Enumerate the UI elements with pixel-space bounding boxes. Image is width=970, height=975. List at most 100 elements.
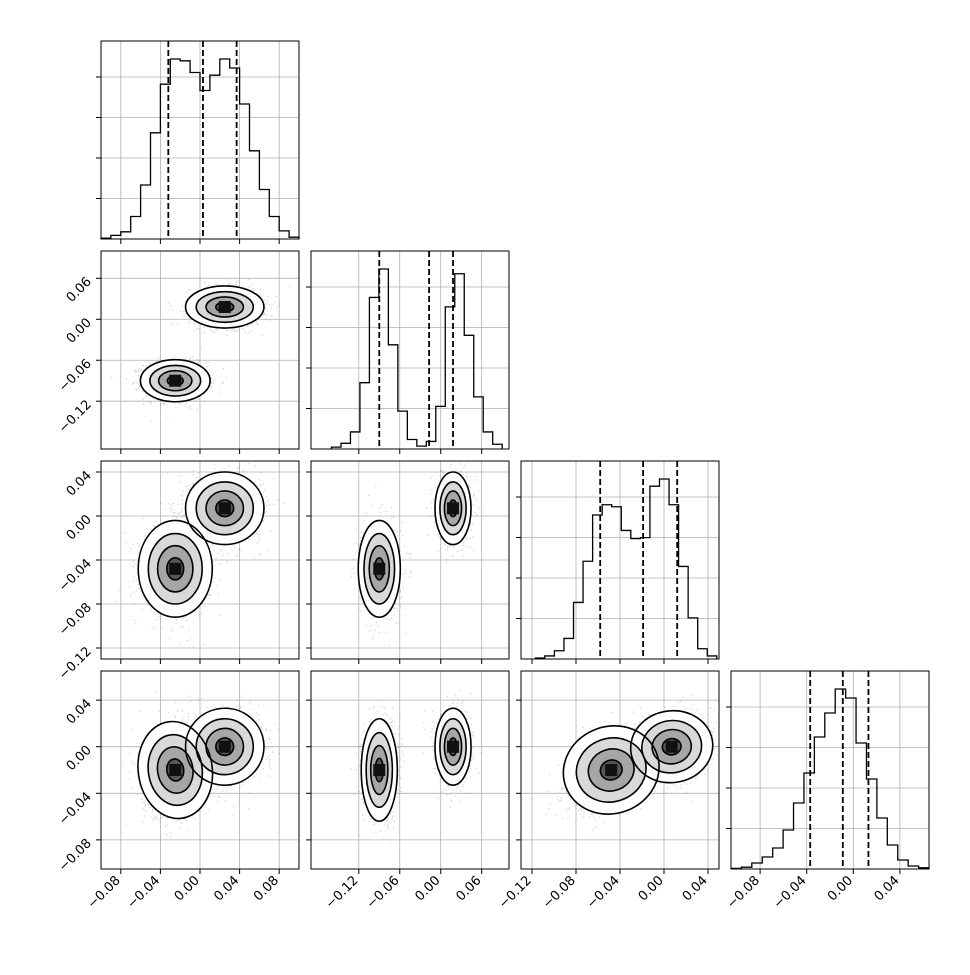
y-tick-label: −0.12 bbox=[56, 397, 95, 436]
x-tick-label: −0.12 bbox=[496, 873, 535, 912]
density-core bbox=[373, 562, 386, 575]
density-contour bbox=[195, 290, 255, 324]
density-plot-area bbox=[101, 251, 299, 449]
density-contour bbox=[562, 725, 660, 815]
density-contour bbox=[661, 737, 682, 756]
y-tick-label: −0.04 bbox=[56, 556, 95, 595]
density-contour bbox=[156, 746, 194, 794]
density-plot-area bbox=[101, 671, 299, 869]
density-contour bbox=[205, 490, 245, 527]
density-contour bbox=[147, 532, 203, 605]
density-contour bbox=[434, 707, 472, 786]
y-tick-label: −0.12 bbox=[56, 644, 95, 683]
density-contour bbox=[365, 731, 394, 809]
density-core bbox=[447, 502, 460, 515]
density-plot-area bbox=[101, 461, 299, 659]
density-core bbox=[373, 764, 386, 776]
density-contour bbox=[139, 358, 211, 403]
density-core bbox=[169, 374, 182, 387]
x-tick-label: 0.00 bbox=[412, 873, 443, 904]
density-core bbox=[218, 502, 231, 515]
histogram-step bbox=[534, 478, 718, 659]
density-contour bbox=[205, 296, 245, 318]
x-tick-label: −0.04 bbox=[771, 873, 810, 912]
density-contour bbox=[165, 758, 185, 782]
density-contour bbox=[443, 490, 463, 527]
density-contour bbox=[156, 544, 194, 593]
density-panel: −0.12−0.06 0.00 0.06 bbox=[56, 250, 300, 454]
x-tick-label: 0.00 bbox=[636, 873, 667, 904]
density-contour bbox=[184, 285, 265, 329]
y-tick-label: −0.06 bbox=[56, 356, 95, 395]
density-contour bbox=[184, 471, 265, 546]
density-panel: −0.12−0.08−0.04 0.00 0.04 bbox=[496, 670, 720, 912]
x-tick-label: −0.04 bbox=[124, 873, 163, 912]
density-contour bbox=[195, 481, 255, 536]
density-core bbox=[665, 740, 678, 753]
density-core bbox=[605, 764, 618, 776]
density-plot-area bbox=[311, 671, 509, 869]
x-tick-label: −0.08 bbox=[724, 873, 763, 912]
density-contour bbox=[357, 519, 402, 618]
density-contour bbox=[434, 471, 472, 546]
density-panel bbox=[306, 460, 510, 664]
x-tick-label: 0.00 bbox=[825, 873, 856, 904]
density-contour bbox=[137, 519, 214, 618]
density-contour bbox=[215, 499, 235, 518]
x-tick-label: −0.04 bbox=[584, 873, 623, 912]
histogram-step bbox=[330, 268, 503, 449]
density-contour bbox=[360, 717, 399, 823]
density-contour bbox=[363, 532, 396, 605]
y-tick-label: −0.08 bbox=[56, 600, 95, 639]
density-contour bbox=[651, 728, 693, 765]
x-tick-label: −0.12 bbox=[323, 873, 362, 912]
density-contour bbox=[147, 733, 204, 807]
x-tick-label: −0.08 bbox=[85, 873, 124, 912]
density-contour bbox=[369, 744, 389, 796]
panel-frame bbox=[730, 670, 930, 870]
x-tick-label: 0.08 bbox=[251, 873, 282, 904]
density-contour bbox=[137, 720, 214, 820]
y-tick-label: 0.00 bbox=[64, 512, 95, 543]
histogram-panel: −0.08 −0.04 0.00 0.04 bbox=[724, 670, 930, 912]
y-tick-label: 0.06 bbox=[64, 275, 95, 306]
density-panel: −0.12−0.08−0.040.000.04 bbox=[56, 460, 300, 683]
density-contour bbox=[439, 481, 467, 536]
density-core bbox=[169, 562, 182, 575]
density-contour bbox=[149, 364, 202, 397]
x-tick-label: −0.08 bbox=[540, 873, 579, 912]
x-tick-label: 0.00 bbox=[172, 873, 203, 904]
density-contour bbox=[439, 717, 467, 776]
density-core bbox=[447, 740, 460, 753]
y-tick-label: −0.08 bbox=[56, 836, 95, 875]
histogram-panel bbox=[96, 40, 300, 244]
density-core bbox=[218, 300, 231, 313]
density-contour bbox=[205, 727, 245, 766]
density-plot-area bbox=[521, 671, 719, 869]
histogram-step bbox=[730, 688, 930, 870]
density-contour bbox=[587, 748, 635, 792]
y-tick-label: 0.04 bbox=[64, 696, 95, 727]
x-tick-label: 0.06 bbox=[453, 873, 484, 904]
y-tick-label: 0.00 bbox=[64, 743, 95, 774]
panel-frame bbox=[310, 670, 510, 870]
density-contour bbox=[629, 709, 714, 784]
density-contour bbox=[443, 727, 463, 766]
density-core bbox=[218, 740, 231, 753]
x-tick-label: 0.04 bbox=[680, 873, 711, 904]
histogram-step bbox=[100, 58, 300, 239]
density-contour bbox=[215, 737, 235, 757]
density-contour bbox=[184, 707, 265, 786]
density-contour bbox=[641, 719, 703, 774]
histogram-panel bbox=[516, 460, 720, 664]
density-core bbox=[169, 764, 182, 776]
y-tick-label: 0.00 bbox=[64, 315, 95, 346]
density-contour bbox=[599, 759, 623, 781]
density-plot-area bbox=[311, 461, 509, 659]
density-contour bbox=[195, 717, 255, 776]
panel-frame bbox=[310, 250, 510, 450]
x-tick-label: −0.06 bbox=[364, 873, 403, 912]
density-contour bbox=[166, 556, 185, 581]
x-tick-label: 0.04 bbox=[211, 873, 242, 904]
